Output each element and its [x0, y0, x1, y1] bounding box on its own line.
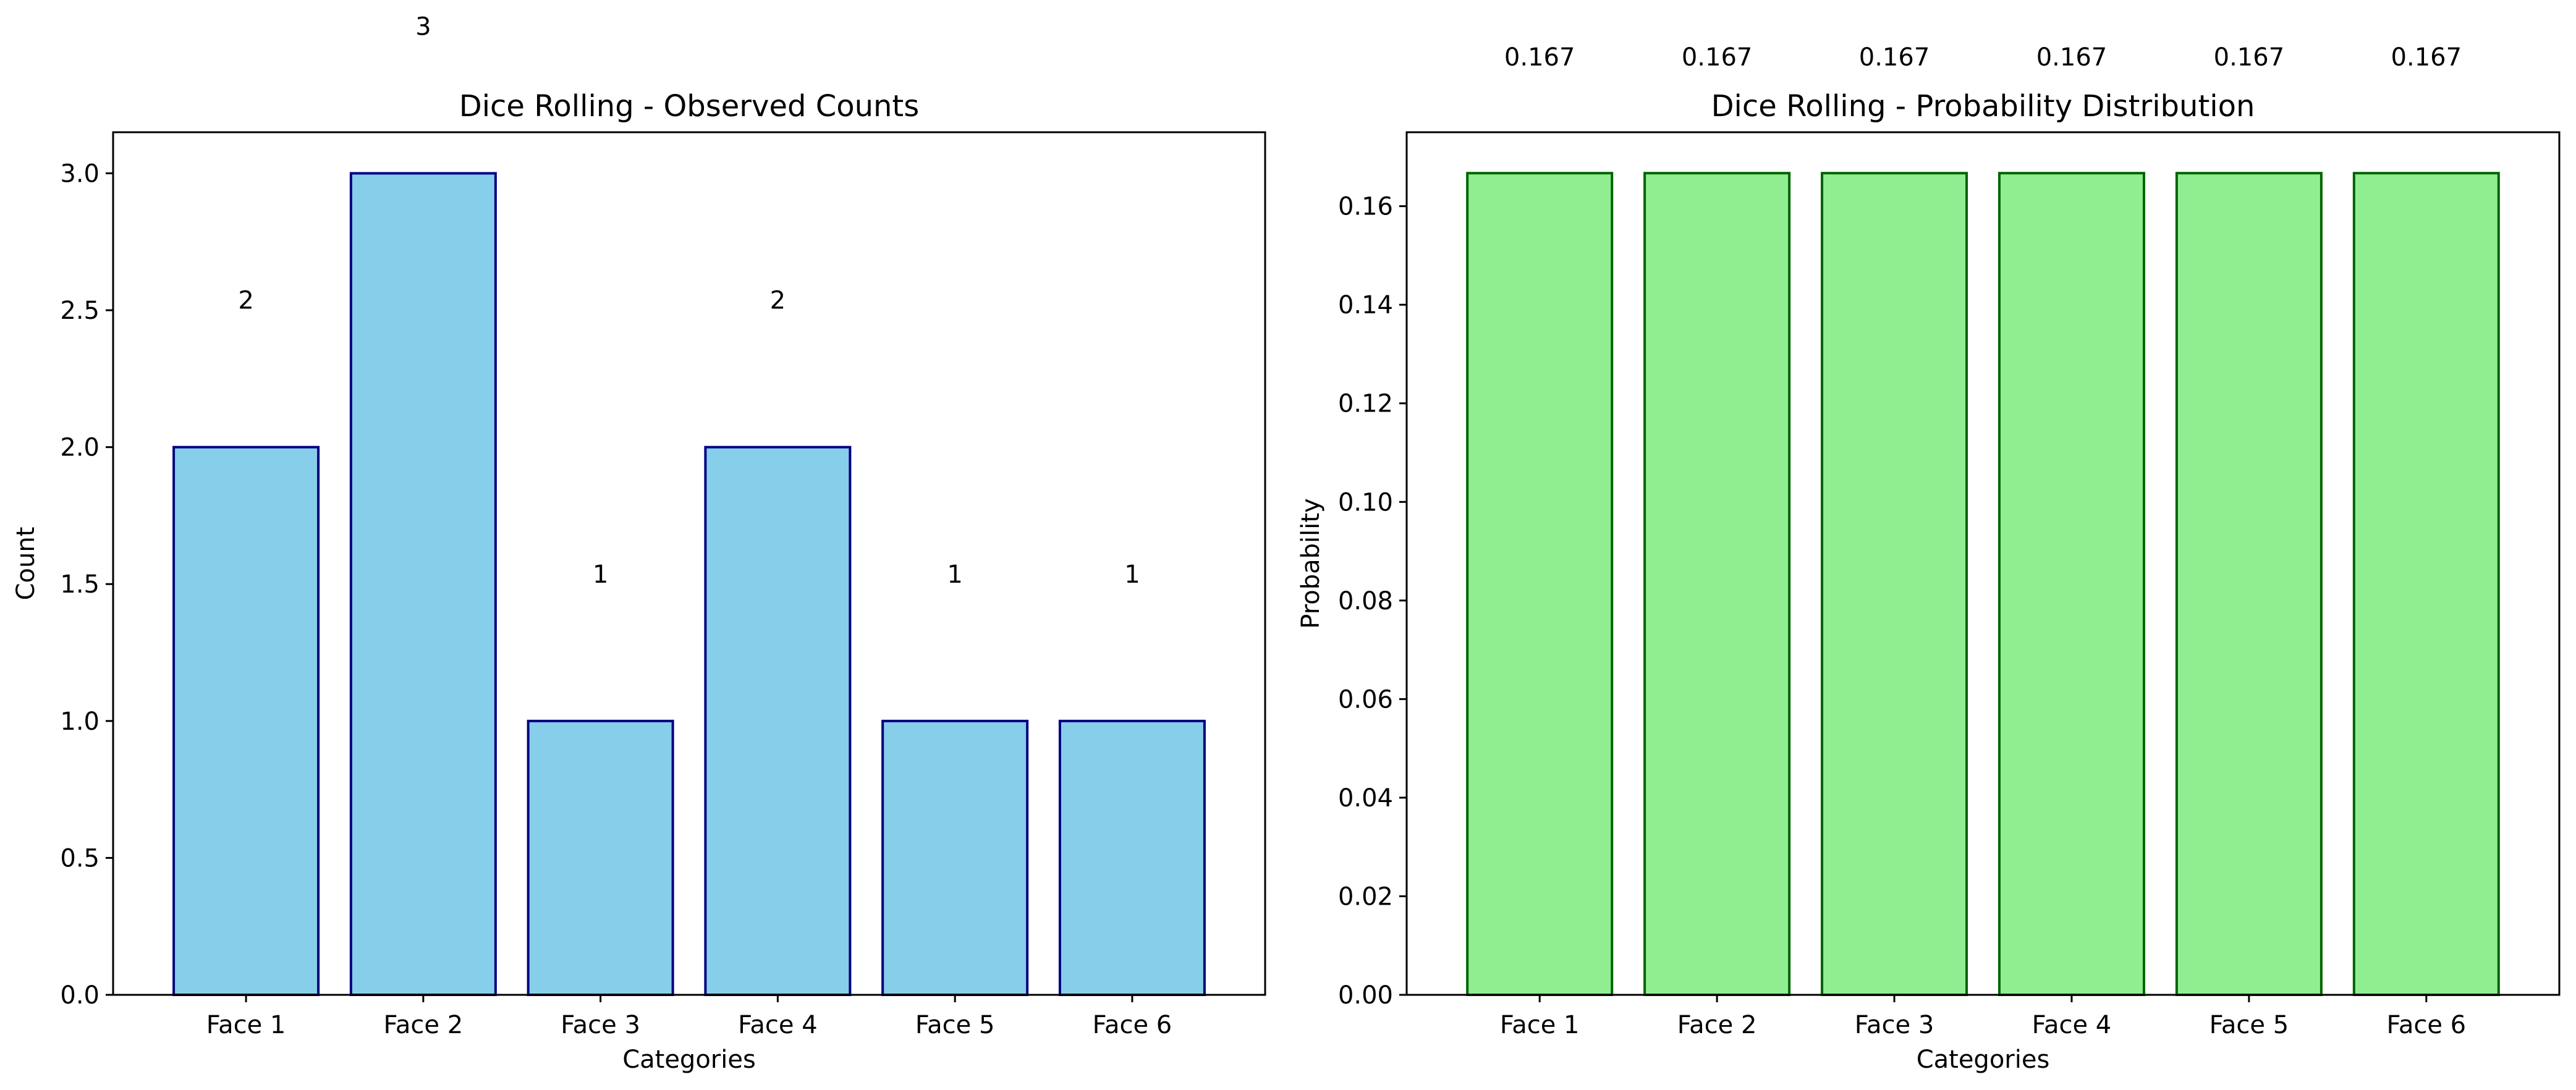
y-tick-label: 0.16 [1338, 193, 1393, 221]
data-label: 0.167 [1859, 43, 1930, 72]
data-label: 0.167 [2036, 43, 2108, 72]
x-tick-label: Face 3 [561, 1011, 640, 1039]
y-tick-label: 0.0 [60, 981, 100, 1010]
data-label: 1 [1124, 560, 1140, 589]
x-axis-label: Categories [1917, 1046, 2050, 1074]
bar-5 [2175, 172, 2323, 996]
bar-4 [1998, 172, 2145, 996]
x-tick-label: Face 6 [2386, 1011, 2466, 1039]
data-label: 0.167 [1504, 43, 1575, 72]
data-label: 1 [593, 560, 608, 589]
axes-frame [112, 131, 1266, 996]
y-tick-label: 2.5 [60, 297, 100, 325]
data-label: 2 [238, 287, 253, 315]
x-tick-label: Face 2 [384, 1011, 464, 1039]
bar-6 [2352, 172, 2500, 996]
probability-distribution-chart: 0.00 0.02 0.04 0.06 0.08 0.10 0.12 0.14 0.16 Face… [1297, 43, 2561, 1074]
bar-5 [881, 719, 1029, 997]
x-tick-label: Face 6 [1093, 1011, 1172, 1039]
chart-title: Dice Rolling - Observed Counts [459, 89, 920, 124]
y-tick-label: 0.14 [1338, 291, 1393, 319]
y-tick-label: 0.02 [1338, 882, 1393, 911]
x-tick-label: Face 4 [738, 1011, 818, 1039]
x-tick-label: Face 5 [2210, 1011, 2289, 1039]
y-axis-label: Probability [1297, 498, 1325, 628]
y-tick-label: 3.0 [60, 159, 100, 188]
y-axis-label: Count [12, 527, 40, 601]
data-label: 1 [947, 560, 962, 589]
x-tick-label: Face 5 [915, 1011, 995, 1039]
observed-counts-chart: 0.0 0.5 1.0 1.5 2.0 2.5 3.0 Face 1 Face 2 Face 3 F… [12, 12, 1266, 1074]
y-tick-label: 0.00 [1338, 981, 1393, 1010]
bar-3 [527, 719, 674, 997]
y-tick-label: 1.5 [60, 570, 100, 599]
chart-title: Dice Rolling - Probability Distribution [1711, 89, 2255, 124]
y-tick-label: 1.0 [60, 708, 100, 736]
y-tick-label: 0.04 [1338, 784, 1393, 813]
x-tick-label: Face 3 [1855, 1011, 1934, 1039]
bar-1 [172, 446, 320, 996]
y-tick-label: 0.5 [60, 844, 100, 872]
axes-frame [1405, 131, 2561, 996]
bar-1 [1466, 172, 1614, 996]
bar-2 [1643, 172, 1791, 996]
data-label: 0.167 [2391, 43, 2462, 72]
data-label: 0.167 [1682, 43, 1753, 72]
y-tick-label: 2.0 [60, 434, 100, 462]
data-label: 3 [415, 12, 431, 41]
y-tick-label: 0.12 [1338, 390, 1393, 418]
x-tick-label: Face 1 [1500, 1011, 1580, 1039]
y-tick-label: 0.08 [1338, 587, 1393, 615]
x-tick-label: Face 2 [1677, 1011, 1757, 1039]
bar-4 [704, 446, 852, 996]
data-label: 2 [770, 287, 786, 315]
data-label: 0.167 [2214, 43, 2285, 72]
bar-6 [1058, 719, 1206, 997]
x-axis-label: Categories [622, 1046, 756, 1074]
y-tick-label: 0.10 [1338, 488, 1393, 517]
bar-3 [1821, 172, 1968, 996]
x-tick-label: Face 4 [2032, 1011, 2112, 1039]
y-tick-label: 0.06 [1338, 685, 1393, 714]
bar-2 [349, 172, 497, 996]
x-tick-label: Face 1 [206, 1011, 286, 1039]
